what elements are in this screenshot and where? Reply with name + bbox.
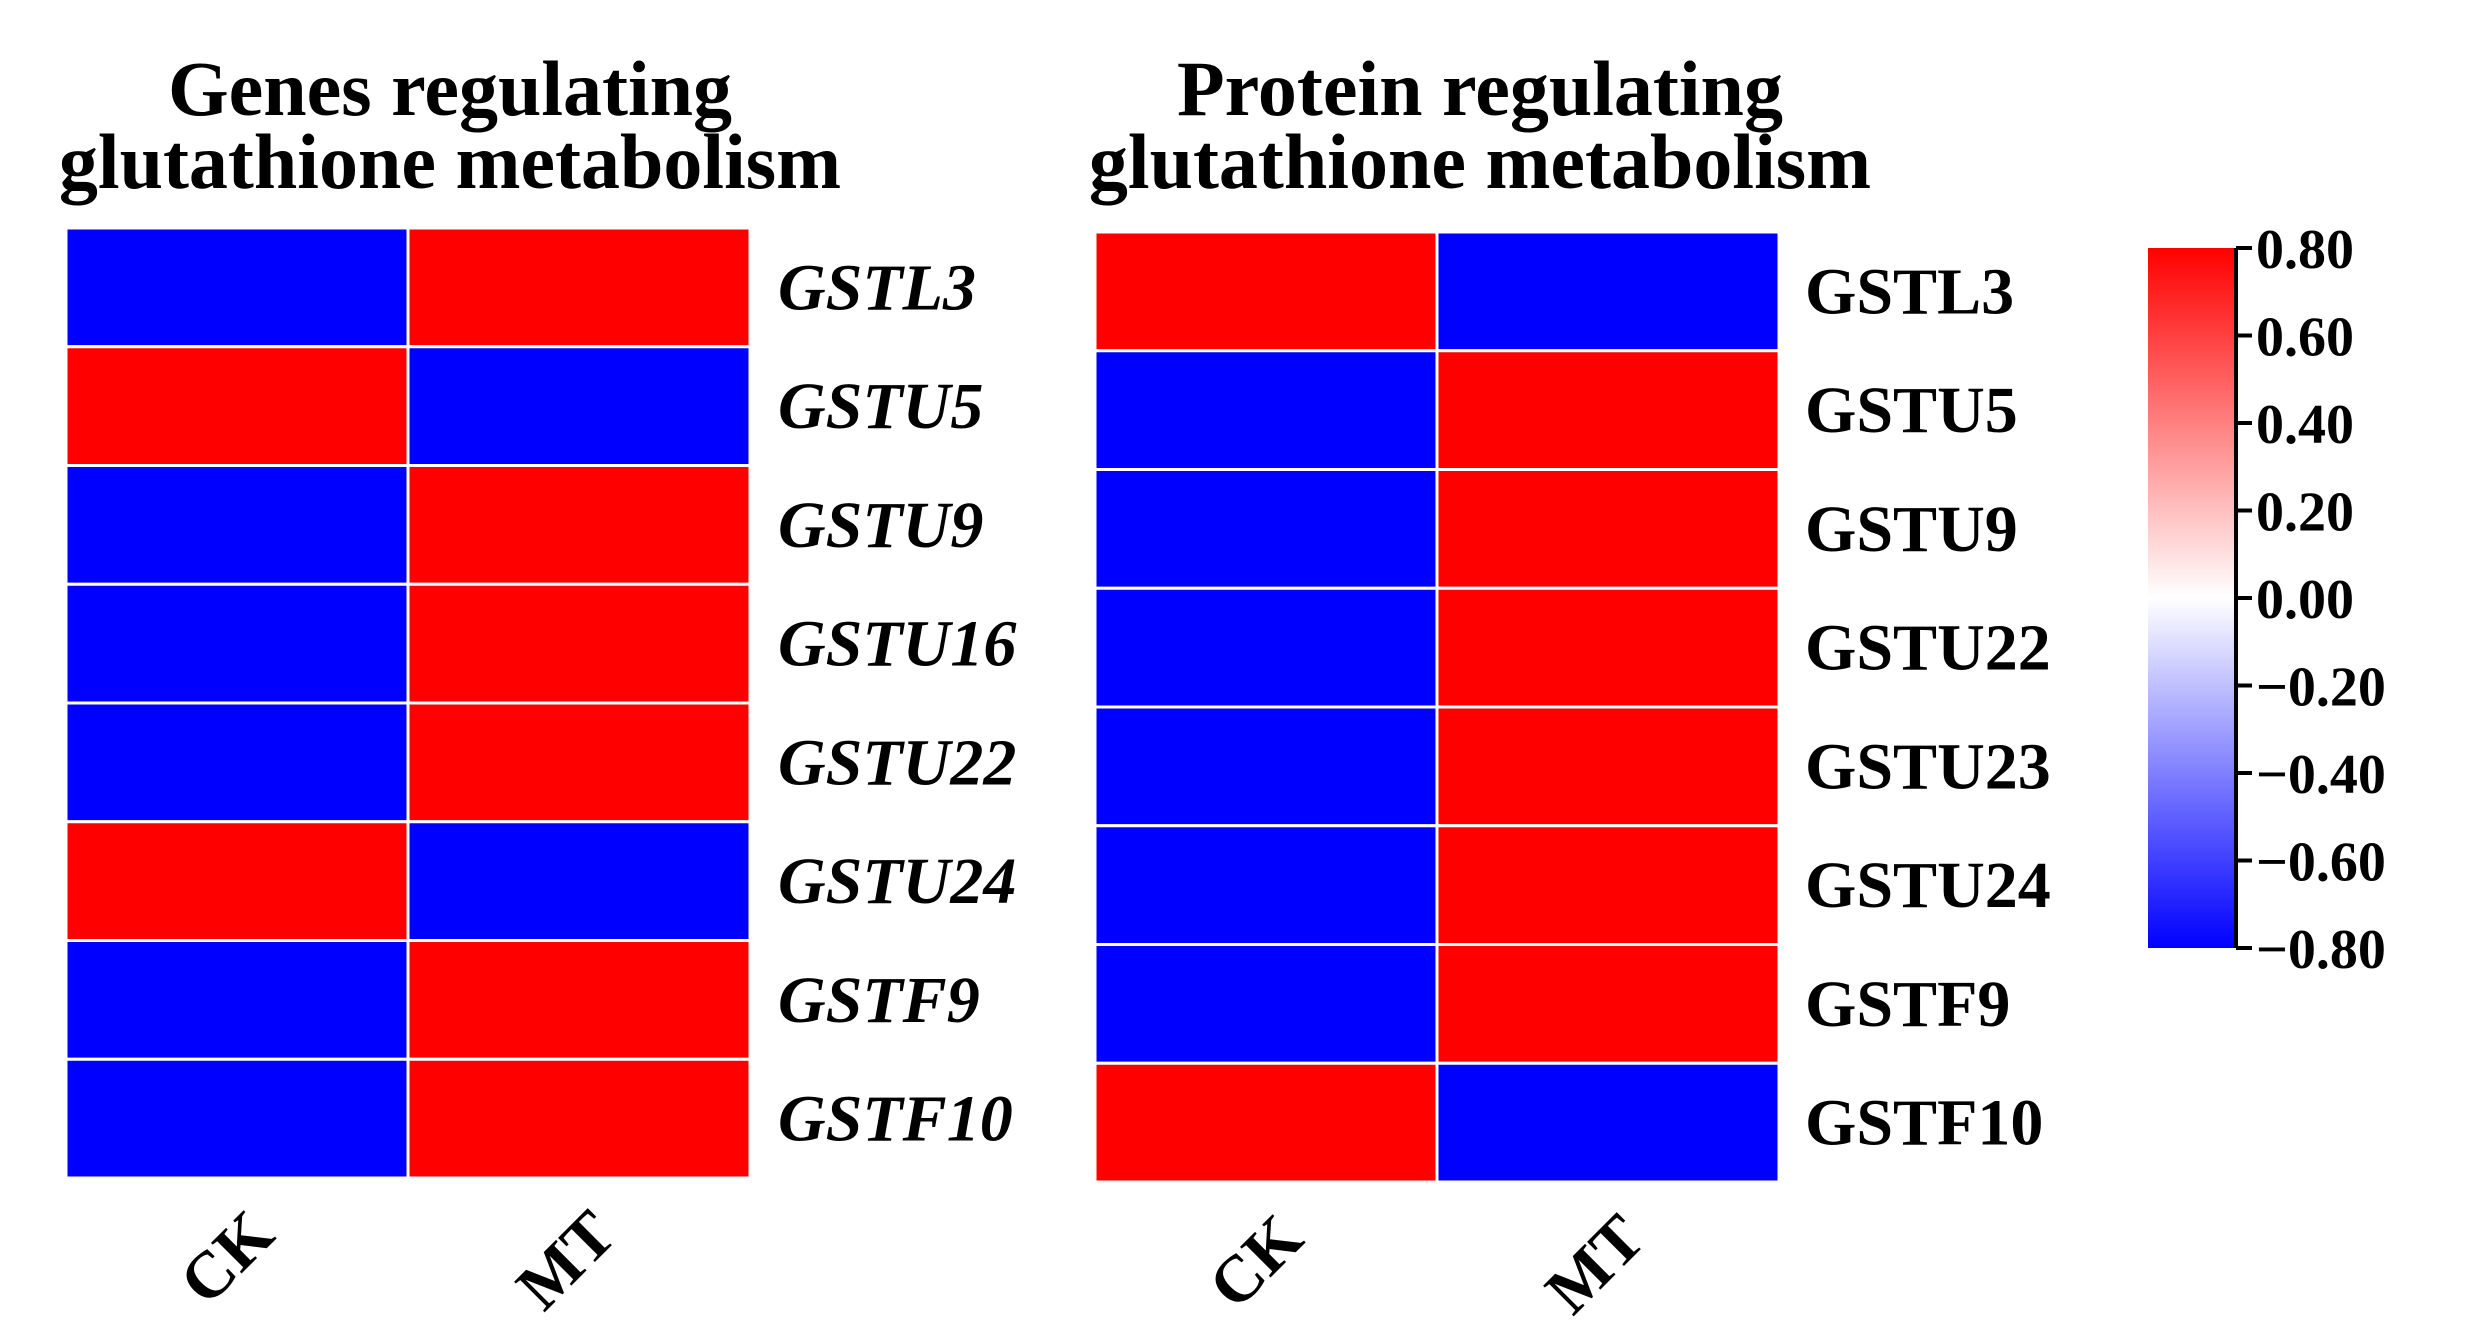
row-label-gstu9: GSTU9 — [778, 489, 983, 562]
colorbar-tick-label: −0.40 — [2256, 744, 2386, 806]
genes-heatmap-panel: Genes regulating glutathione metabolism … — [59, 45, 1016, 1324]
colorbar-tick-label: −0.80 — [2256, 919, 2386, 981]
heatmap-cell-gstu24-ck — [64, 820, 410, 942]
heatmap-cell-gstf9-mt — [1435, 943, 1781, 1065]
heatmap-cell-gstu9-ck — [64, 464, 410, 586]
heatmap-cell-gstu9-ck — [1093, 468, 1439, 590]
row-label-gstu23: GSTU23 — [1805, 730, 2051, 803]
heatmap-cell-gstu22-ck — [1093, 586, 1439, 709]
heatmap-cell-gstu5-ck — [64, 345, 410, 467]
genes-column-labels: CK MT — [166, 1197, 630, 1324]
row-label-gstu22: GSTU22 — [778, 726, 1016, 799]
colorbar-tick-label: 0.00 — [2256, 569, 2354, 631]
heatmap-cell-gstu9-mt — [406, 464, 752, 586]
heatmap-cell-gstu24-ck — [1093, 824, 1439, 946]
row-label-gstu5: GSTU5 — [778, 370, 983, 443]
column-label-mt: MT — [1532, 1201, 1659, 1328]
heatmap-cell-gstu22-mt — [1435, 586, 1781, 709]
genes-row-labels: GSTL3 GSTU5 GSTU9 GSTU16 GSTU22 GSTU24 GSTF9 GS… — [778, 251, 1016, 1155]
heatmap-cell-gstu23-mt — [1435, 705, 1781, 828]
heatmap-cell-gstu5-mt — [406, 345, 752, 467]
protein-title-line-1: Protein regulating — [1177, 45, 1783, 132]
heatmap-cell-gstu24-mt — [406, 820, 752, 942]
protein-title-line-2: glutathione metabolism — [1089, 118, 1871, 205]
heatmap-cell-gstf10-mt — [406, 1057, 752, 1180]
genes-title-line-2: glutathione metabolism — [59, 118, 841, 205]
heatmap-cell-gstu22-mt — [406, 701, 752, 824]
protein-row-labels: GSTL3 GSTU5 GSTU9 GSTU22 GSTU23 GSTU24 GSTF9 GS… — [1805, 255, 2051, 1159]
row-label-gstu9: GSTU9 — [1805, 493, 2018, 566]
colorbar-tick-label: 0.20 — [2256, 482, 2354, 544]
protein-column-labels: CK MT — [1195, 1201, 1659, 1328]
heatmap-cell-gstu5-ck — [1093, 349, 1439, 471]
heatmap-cell-gstu22-ck — [64, 701, 410, 824]
row-label-gstu16: GSTU16 — [778, 608, 1016, 681]
row-label-gstf10: GSTF10 — [1805, 1087, 2043, 1160]
colorbar-gradient — [2148, 248, 2236, 948]
colorbar-tick-label: 0.40 — [2256, 394, 2354, 456]
colorbar-tick-label: 0.60 — [2256, 307, 2354, 369]
colorbar-tick-label: −0.20 — [2256, 657, 2386, 719]
column-label-mt: MT — [503, 1197, 630, 1324]
row-label-gstl3: GSTL3 — [778, 251, 976, 324]
row-label-gstl3: GSTL3 — [1805, 255, 2014, 328]
heatmap-cell-gstu5-mt — [1435, 349, 1781, 471]
heatmap-cell-gstf9-mt — [406, 939, 752, 1061]
protein-heatmap-panel: Protein regulating glutathione metabolis… — [1089, 45, 2051, 1328]
heatmap-cell-gstf9-ck — [64, 939, 410, 1061]
heatmap-cell-gstu23-ck — [1093, 705, 1439, 828]
colorbar: 0.80 0.60 0.40 0.20 0.00 −0.20 −0.40 −0.60 −0.80 — [2148, 219, 2386, 981]
row-label-gstu22: GSTU22 — [1805, 612, 2051, 685]
row-label-gstu24: GSTU24 — [1805, 849, 2051, 922]
genes-title-line-1: Genes regulating — [168, 45, 732, 132]
heatmap-cell-gstf10-ck — [64, 1057, 410, 1180]
heatmap-cell-gstf9-ck — [1093, 943, 1439, 1065]
colorbar-tick-label: −0.60 — [2256, 832, 2386, 894]
heatmap-cell-gstl3-ck — [64, 226, 410, 349]
heatmap-cell-gstu16-mt — [406, 582, 752, 705]
heatmap-cell-gstf10-ck — [1093, 1061, 1439, 1184]
heatmap-cell-gstu16-ck — [64, 582, 410, 705]
row-label-gstf9: GSTF9 — [778, 964, 980, 1037]
row-label-gstu5: GSTU5 — [1805, 374, 2018, 447]
genes-heatmap-cells — [64, 226, 752, 1180]
colorbar-ticks: 0.80 0.60 0.40 0.20 0.00 −0.20 −0.40 −0.60 −0.80 — [2236, 219, 2386, 981]
heatmap-cell-gstl3-ck — [1093, 230, 1439, 353]
colorbar-tick-label: 0.80 — [2256, 219, 2354, 281]
row-label-gstf9: GSTF9 — [1805, 968, 2010, 1041]
heatmap-cell-gstu24-mt — [1435, 824, 1781, 946]
heatmap-cell-gstl3-mt — [406, 226, 752, 349]
protein-heatmap-cells — [1093, 230, 1781, 1184]
heatmap-cell-gstl3-mt — [1435, 230, 1781, 353]
heatmap-cell-gstu9-mt — [1435, 468, 1781, 590]
heatmap-cell-gstf10-mt — [1435, 1061, 1781, 1184]
column-label-ck: CK — [166, 1197, 288, 1319]
column-label-ck: CK — [1195, 1201, 1317, 1323]
row-label-gstf10: GSTF10 — [778, 1083, 1013, 1156]
row-label-gstu24: GSTU24 — [778, 845, 1016, 918]
